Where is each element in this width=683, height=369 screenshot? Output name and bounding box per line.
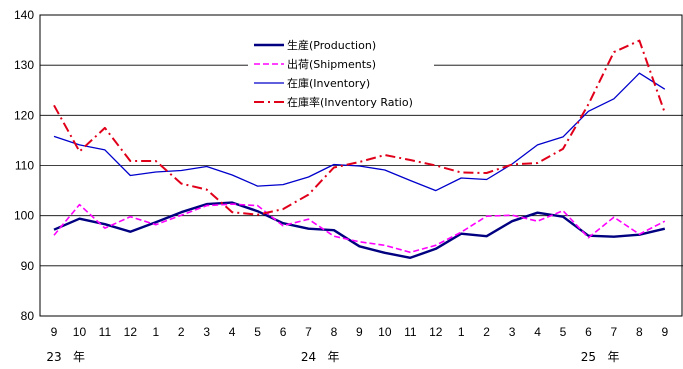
x-tick-label: 11 [404, 325, 417, 339]
x-tick-label: 9 [356, 325, 363, 339]
x-tick-label: 5 [560, 325, 567, 339]
plot-area-frame [39, 14, 683, 317]
series-line-2 [53, 203, 666, 254]
x-tick-label: 6 [585, 325, 592, 339]
x-tick-label: 6 [280, 325, 287, 339]
legend-label-2: 出荷(Shipments) [287, 57, 376, 71]
x-tick-label: 7 [611, 325, 618, 339]
legend: 生産(Production) 出荷(Shipments) 在庫(Inventory)… [248, 34, 434, 111]
year-unit-label: 年 [327, 350, 339, 364]
legend-label-4: 在庫率(Inventory Ratio) [287, 95, 413, 109]
y-tick-label: 90 [21, 259, 35, 273]
x-tick-label: 9 [661, 325, 668, 339]
x-tick-label: 8 [331, 325, 338, 339]
x-axis-tick-labels: 9 10 11 12 1 2 3 4 5 6 7 8 9 10 11 12 1 2 3 4 5 6 7 8 9 [51, 325, 669, 339]
x-tick-label: 2 [483, 325, 490, 339]
y-tick-label: 120 [14, 108, 34, 122]
x-tick-label: 4 [229, 325, 236, 339]
year-unit-label: 年 [73, 350, 85, 364]
series-line-4 [53, 39, 666, 216]
legend-label-1: 生産(Production) [287, 38, 376, 52]
series-line-3 [53, 72, 666, 192]
x-axis-year-labels: 23 年 24 年 25 年 [46, 350, 619, 364]
x-tick-label: 1 [458, 325, 465, 339]
x-tick-label: 11 [99, 325, 112, 339]
x-tick-label: 12 [429, 325, 443, 339]
legend-label-3: 在庫(Inventory) [287, 76, 370, 90]
x-tick-label: 12 [124, 325, 138, 339]
x-tick-label: 1 [152, 325, 159, 339]
x-tick-label: 10 [378, 325, 392, 339]
y-axis-tick-labels: 80 90 100 110 120 130 140 [14, 8, 34, 323]
y-tick-label: 100 [14, 209, 34, 223]
y-tick-label: 110 [15, 159, 34, 173]
x-tick-label: 3 [509, 325, 516, 339]
x-tick-label: 8 [636, 325, 643, 339]
series-line-1 [53, 201, 666, 259]
x-tick-label: 4 [534, 325, 541, 339]
year-label: 25 [581, 350, 596, 364]
series-lines [53, 39, 666, 259]
x-tick-label: 3 [203, 325, 210, 339]
year-unit-label: 年 [607, 350, 619, 364]
y-tick-label: 80 [21, 309, 35, 323]
x-tick-label: 2 [178, 325, 185, 339]
x-tick-label: 7 [305, 325, 312, 339]
x-tick-label: 5 [254, 325, 261, 339]
x-tick-label: 10 [73, 325, 87, 339]
year-label: 24 [301, 350, 316, 364]
x-tick-label: 9 [51, 325, 58, 339]
year-label: 23 [46, 350, 61, 364]
y-tick-label: 140 [14, 8, 34, 22]
y-tick-label: 130 [14, 58, 34, 72]
legend-background [248, 34, 434, 111]
